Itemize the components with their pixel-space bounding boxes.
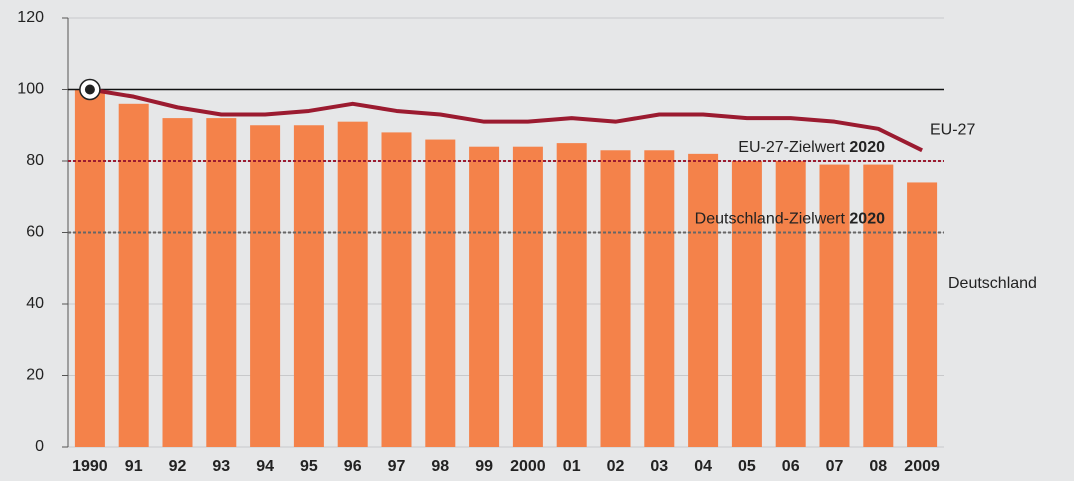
x-tick-label: 01 [563, 458, 581, 475]
bar [863, 164, 894, 447]
x-tick-label: 04 [694, 458, 712, 475]
series-label: EU-27 [930, 121, 975, 138]
bar [118, 103, 149, 448]
reference-label-text: EU-27-Zielwert [738, 139, 845, 156]
x-tick-label: 98 [431, 458, 449, 475]
x-tick-label: 92 [169, 458, 187, 475]
x-tick-label: 91 [125, 458, 143, 475]
bar [469, 146, 500, 447]
x-tick-label: 97 [388, 458, 406, 475]
x-tick-label: 95 [300, 458, 318, 475]
bar [162, 118, 193, 447]
bar [381, 132, 412, 447]
series-label: Deutschland [948, 275, 1037, 292]
reference-label-year: 2020 [849, 211, 885, 228]
y-tick-label: 80 [26, 152, 44, 169]
x-tick-label: 1990 [72, 458, 108, 475]
bar [337, 121, 368, 448]
y-tick-label: 0 [35, 438, 44, 455]
bar [731, 161, 762, 447]
x-tick-label: 99 [475, 458, 493, 475]
reference-label: Deutschland-Zielwert 2020 [695, 211, 885, 228]
base-marker-dot [84, 84, 95, 95]
bar [250, 125, 281, 447]
x-tick-label: 03 [650, 458, 668, 475]
y-tick-label: 100 [17, 81, 44, 98]
y-tick-label: 20 [26, 367, 44, 384]
bar [600, 150, 631, 447]
x-tick-label: 06 [782, 458, 800, 475]
bar [644, 150, 675, 447]
x-tick-label: 08 [869, 458, 887, 475]
x-tick-label: 93 [212, 458, 230, 475]
x-tick-label: 2009 [904, 458, 940, 475]
bar [206, 118, 237, 447]
bar [819, 164, 850, 447]
bar [425, 139, 456, 448]
x-tick-label: 07 [826, 458, 844, 475]
x-tick-label: 94 [256, 458, 274, 475]
bar [512, 146, 543, 447]
x-tick-label: 02 [607, 458, 625, 475]
bar [74, 89, 105, 447]
bar [293, 125, 324, 447]
bar [907, 182, 938, 447]
y-tick-label: 40 [26, 295, 44, 312]
reference-label: EU-27-Zielwert 2020 [738, 139, 885, 156]
bar [688, 153, 719, 447]
bar [775, 161, 806, 447]
y-tick-label: 120 [17, 9, 44, 26]
line [89, 87, 923, 153]
bar [556, 143, 587, 447]
reference-label-text: Deutschland-Zielwert [695, 211, 846, 228]
reference-label-year: 2020 [849, 139, 885, 156]
y-tick-label: 60 [26, 224, 44, 241]
x-tick-label: 2000 [510, 458, 546, 475]
x-tick-label: 05 [738, 458, 756, 475]
x-tick-label: 96 [344, 458, 362, 475]
